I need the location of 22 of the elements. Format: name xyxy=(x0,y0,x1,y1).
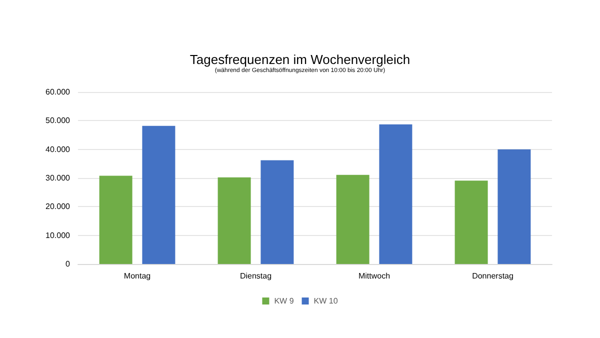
bar xyxy=(454,180,488,264)
chart-title: Tagesfrequenzen im Wochenvergleich xyxy=(190,52,410,67)
bar xyxy=(218,177,251,264)
legend-label: KW 10 xyxy=(314,296,338,306)
y-tick-label: 30.000 xyxy=(46,174,71,182)
bar xyxy=(336,174,370,264)
bar xyxy=(99,176,132,264)
x-tick-label: Donnerstag xyxy=(472,272,514,280)
bar xyxy=(379,124,412,264)
bar xyxy=(260,160,294,264)
y-tick-label: 40.000 xyxy=(46,144,71,154)
bar xyxy=(498,149,531,264)
bar xyxy=(142,126,176,264)
y-tick-label: 10.000 xyxy=(46,230,71,240)
y-tick-label: 20.000 xyxy=(46,202,71,212)
y-tick-label: 50.000 xyxy=(46,116,71,126)
x-tick-label: Montag xyxy=(124,272,151,280)
y-tick-label: 60.000 xyxy=(46,88,71,96)
y-tick-label: 0 xyxy=(66,260,71,268)
x-tick-label: Mittwoch xyxy=(358,272,390,280)
x-tick-label: Dienstag xyxy=(240,272,272,280)
legend-label: KW 9 xyxy=(274,296,294,306)
